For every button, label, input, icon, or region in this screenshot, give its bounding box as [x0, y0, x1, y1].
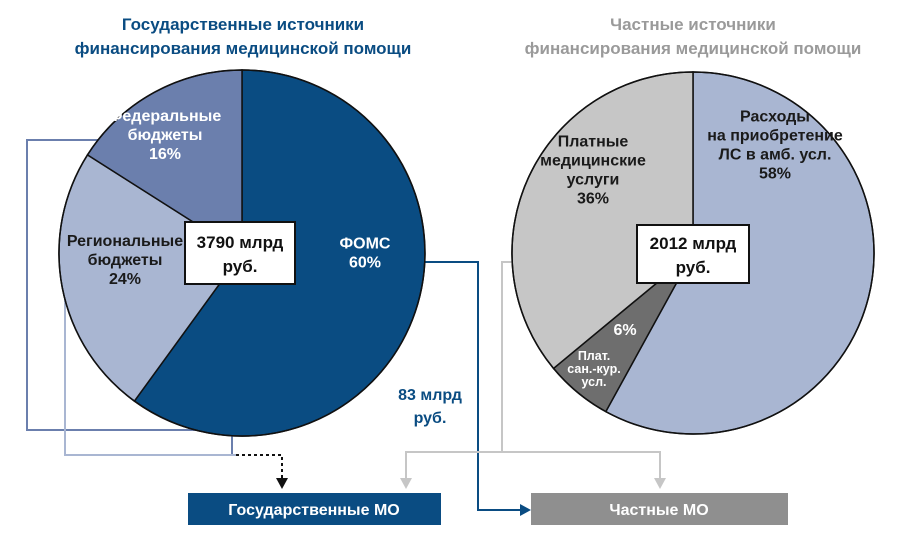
- slice-label-sanatorium-services-pct: 6%: [613, 322, 636, 339]
- private-total-box: [636, 224, 750, 284]
- slice-label-sanatorium-services-line3: усл.: [581, 375, 606, 389]
- flow-amount-line2: руб.: [414, 410, 447, 427]
- slice-label-federal-budgets-line2: бюджеты: [128, 127, 203, 144]
- slice-label-drug-purchases-line4: 58%: [759, 166, 791, 183]
- private-sources-title-line2: финансирования медицинской помощи: [525, 39, 862, 58]
- private-total-line2: руб.: [676, 258, 711, 277]
- slice-label-drug-purchases-line3: ЛС в амб. усл.: [719, 147, 832, 164]
- private-mo-label: Частные МО: [609, 502, 708, 519]
- slice-label-drug-purchases-line1: Расходы: [740, 109, 810, 126]
- slice-label-paid-medical-services-line2: медицинские: [540, 153, 646, 170]
- state-mo-arrowhead-gray: [400, 478, 412, 489]
- slice-label-drug-purchases-line2: на приобретение: [707, 128, 843, 145]
- state-mo-box: [188, 493, 441, 525]
- state-sources-title-line2: финансирования медицинской помощи: [75, 39, 412, 58]
- private-source-line-left: [405, 261, 512, 480]
- slice-label-regional-budgets-line2: бюджеты: [88, 252, 163, 269]
- slice-label-paid-medical-services-line1: Платные: [558, 134, 629, 151]
- pie-outline: [511, 71, 875, 435]
- slice-label-sanatorium-services-line2: сан.-кур.: [567, 362, 620, 376]
- state-mo-arrowhead: [276, 478, 288, 489]
- private-mo-arrowhead-gray: [654, 478, 666, 489]
- state-total-box: [184, 221, 296, 285]
- private-mo-arrowhead: [520, 504, 531, 516]
- slice-label-foms-line2: 60%: [349, 255, 381, 272]
- slice-label-foms-line1: ФОМС: [340, 236, 391, 253]
- private-mo-box: [531, 493, 788, 525]
- slice-label-federal-budgets-line3: 16%: [149, 146, 181, 163]
- state-sources-title: Государственные источники: [122, 15, 364, 34]
- state-mo-label: Государственные МО: [228, 502, 399, 519]
- slice-label-regional-budgets-line3: 24%: [109, 271, 141, 288]
- state-total-line2: руб.: [223, 257, 258, 276]
- slice-label-paid-medical-services-line3: услуги: [567, 172, 620, 189]
- flow-amount-line1: 83 млрд: [398, 387, 462, 404]
- federal-flow-line: [26, 139, 233, 455]
- slice-label-regional-budgets-line1: Региональные: [67, 233, 183, 250]
- foms-to-private-line: [420, 261, 522, 511]
- state-total-line1: 3790 млрд: [197, 233, 284, 252]
- slice-label-paid-medical-services-line4: 36%: [577, 191, 609, 208]
- slice-label-federal-budgets-line1: Федеральные: [109, 108, 222, 125]
- private-source-line-right: [502, 451, 661, 480]
- private-sources-title: Частные источники: [610, 15, 776, 34]
- private-total-line1: 2012 млрд: [650, 234, 737, 253]
- pie-outline: [58, 69, 426, 437]
- slice-label-sanatorium-services-line1: Плат.: [578, 349, 610, 363]
- state-mo-dotted-line: [236, 454, 283, 480]
